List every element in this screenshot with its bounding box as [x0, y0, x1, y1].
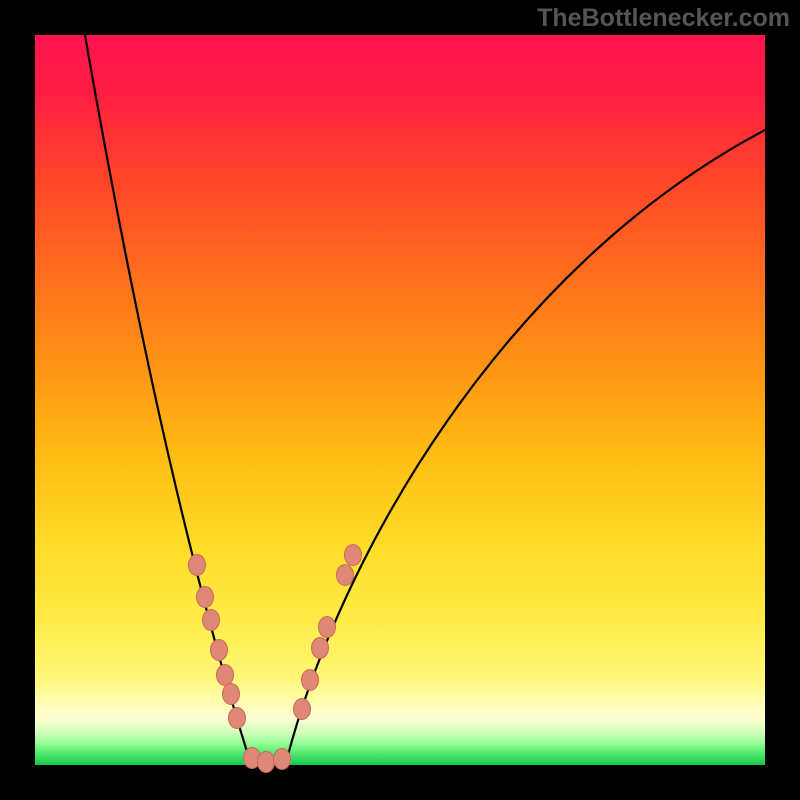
chart-stage: TheBottlenecker.com — [0, 0, 800, 800]
gradient-plot-area — [35, 35, 765, 765]
watermark-text: TheBottlenecker.com — [537, 4, 790, 33]
